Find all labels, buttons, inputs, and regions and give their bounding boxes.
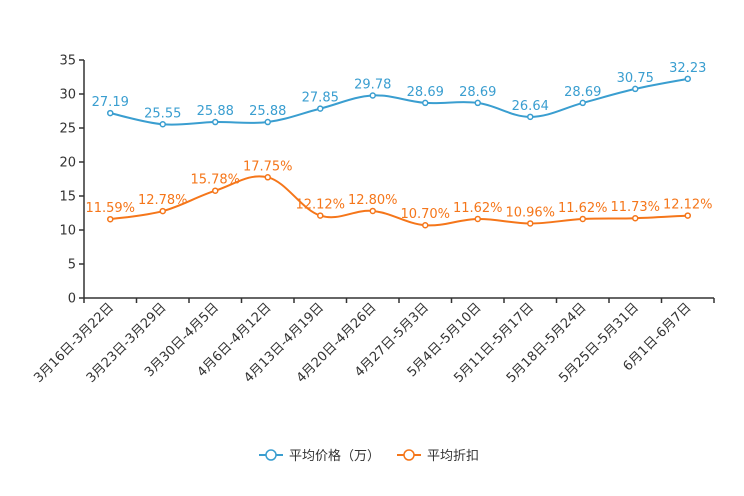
data-point[interactable] — [684, 75, 691, 83]
legend-label: 平均折扣 — [427, 449, 479, 464]
data-point[interactable] — [422, 99, 429, 107]
data-label: 15.78% — [190, 173, 240, 188]
data-point[interactable] — [264, 118, 271, 126]
data-label: 25.88 — [197, 104, 234, 119]
x-axis: 3月16日-3月22日3月23日-3月29日3月30日-4月5日4月6日-4月1… — [31, 297, 715, 386]
data-point[interactable] — [317, 105, 324, 112]
data-label: 12.80% — [348, 193, 398, 208]
data-point[interactable] — [579, 99, 586, 107]
data-label: 28.69 — [564, 85, 601, 100]
legend-marker-icon — [265, 449, 277, 461]
data-label: 27.85 — [302, 91, 339, 106]
data-label: 25.88 — [249, 104, 286, 119]
data-point[interactable] — [684, 212, 691, 219]
y-tick-label: 35 — [59, 54, 76, 69]
y-tick-label: 25 — [59, 122, 76, 137]
series-line — [110, 77, 688, 126]
y-axis: 0 5 10 15 20 25 30 35 — [59, 54, 85, 307]
data-point[interactable] — [527, 220, 534, 227]
data-point[interactable] — [159, 121, 166, 128]
y-tick-label: 20 — [59, 156, 76, 171]
y-tick-label: 5 — [68, 258, 76, 273]
data-label: 11.59% — [85, 201, 135, 216]
y-tick-label: 15 — [59, 190, 76, 205]
legend-marker-icon — [403, 449, 415, 461]
data-label: 25.55 — [144, 106, 181, 121]
data-label: 12.12% — [295, 198, 345, 213]
data-point[interactable] — [632, 85, 639, 93]
data-label: 32.23 — [669, 61, 706, 76]
data-label: 10.70% — [400, 207, 450, 222]
data-label: 12.78% — [138, 193, 188, 208]
series-avg-discount: 11.59%12.78%15.78%17.75%12.12% 12.80%10.7… — [85, 159, 713, 229]
legend: 平均价格（万） 平均折扣 — [259, 448, 479, 464]
series-line — [110, 175, 688, 227]
y-tick-label: 0 — [68, 292, 76, 307]
data-point[interactable] — [369, 207, 376, 215]
data-point[interactable] — [422, 221, 429, 229]
data-point[interactable] — [474, 215, 481, 223]
data-label: 27.19 — [92, 95, 129, 110]
data-point[interactable] — [107, 109, 114, 117]
data-point[interactable] — [159, 207, 166, 215]
data-label: 11.73% — [610, 200, 660, 215]
data-point[interactable] — [474, 99, 481, 107]
data-label: 29.78 — [354, 77, 391, 92]
data-point[interactable] — [632, 214, 639, 222]
data-label: 10.96% — [505, 205, 555, 220]
data-point[interactable] — [264, 174, 271, 181]
series-avg-price: 27.19 25.55 25.88 25.88 27.85 29.78 28.69 28.69… — [92, 61, 706, 128]
y-tick-label: 10 — [59, 224, 76, 239]
legend-item-avg-discount[interactable]: 平均折扣 — [397, 449, 479, 464]
data-point[interactable] — [107, 215, 114, 223]
data-label: 28.69 — [459, 85, 496, 100]
data-label: 12.12% — [663, 198, 713, 213]
data-label: 28.69 — [407, 85, 444, 100]
data-label: 26.64 — [512, 99, 549, 114]
data-point[interactable] — [579, 215, 586, 223]
data-point[interactable] — [369, 92, 376, 99]
y-tick-label: 30 — [59, 88, 76, 103]
data-point[interactable] — [317, 212, 324, 219]
data-label: 11.62% — [558, 201, 608, 216]
legend-label: 平均价格（万） — [289, 448, 380, 464]
data-label: 11.62% — [453, 201, 503, 216]
data-point[interactable] — [527, 113, 534, 121]
data-point[interactable] — [212, 187, 219, 194]
data-label: 17.75% — [243, 159, 293, 174]
data-label: 30.75 — [617, 71, 654, 86]
series-layer: 27.19 25.55 25.88 25.88 27.85 29.78 28.69 28.69… — [85, 61, 713, 229]
legend-item-avg-price[interactable]: 平均价格（万） — [259, 448, 380, 464]
data-point[interactable] — [212, 118, 219, 126]
